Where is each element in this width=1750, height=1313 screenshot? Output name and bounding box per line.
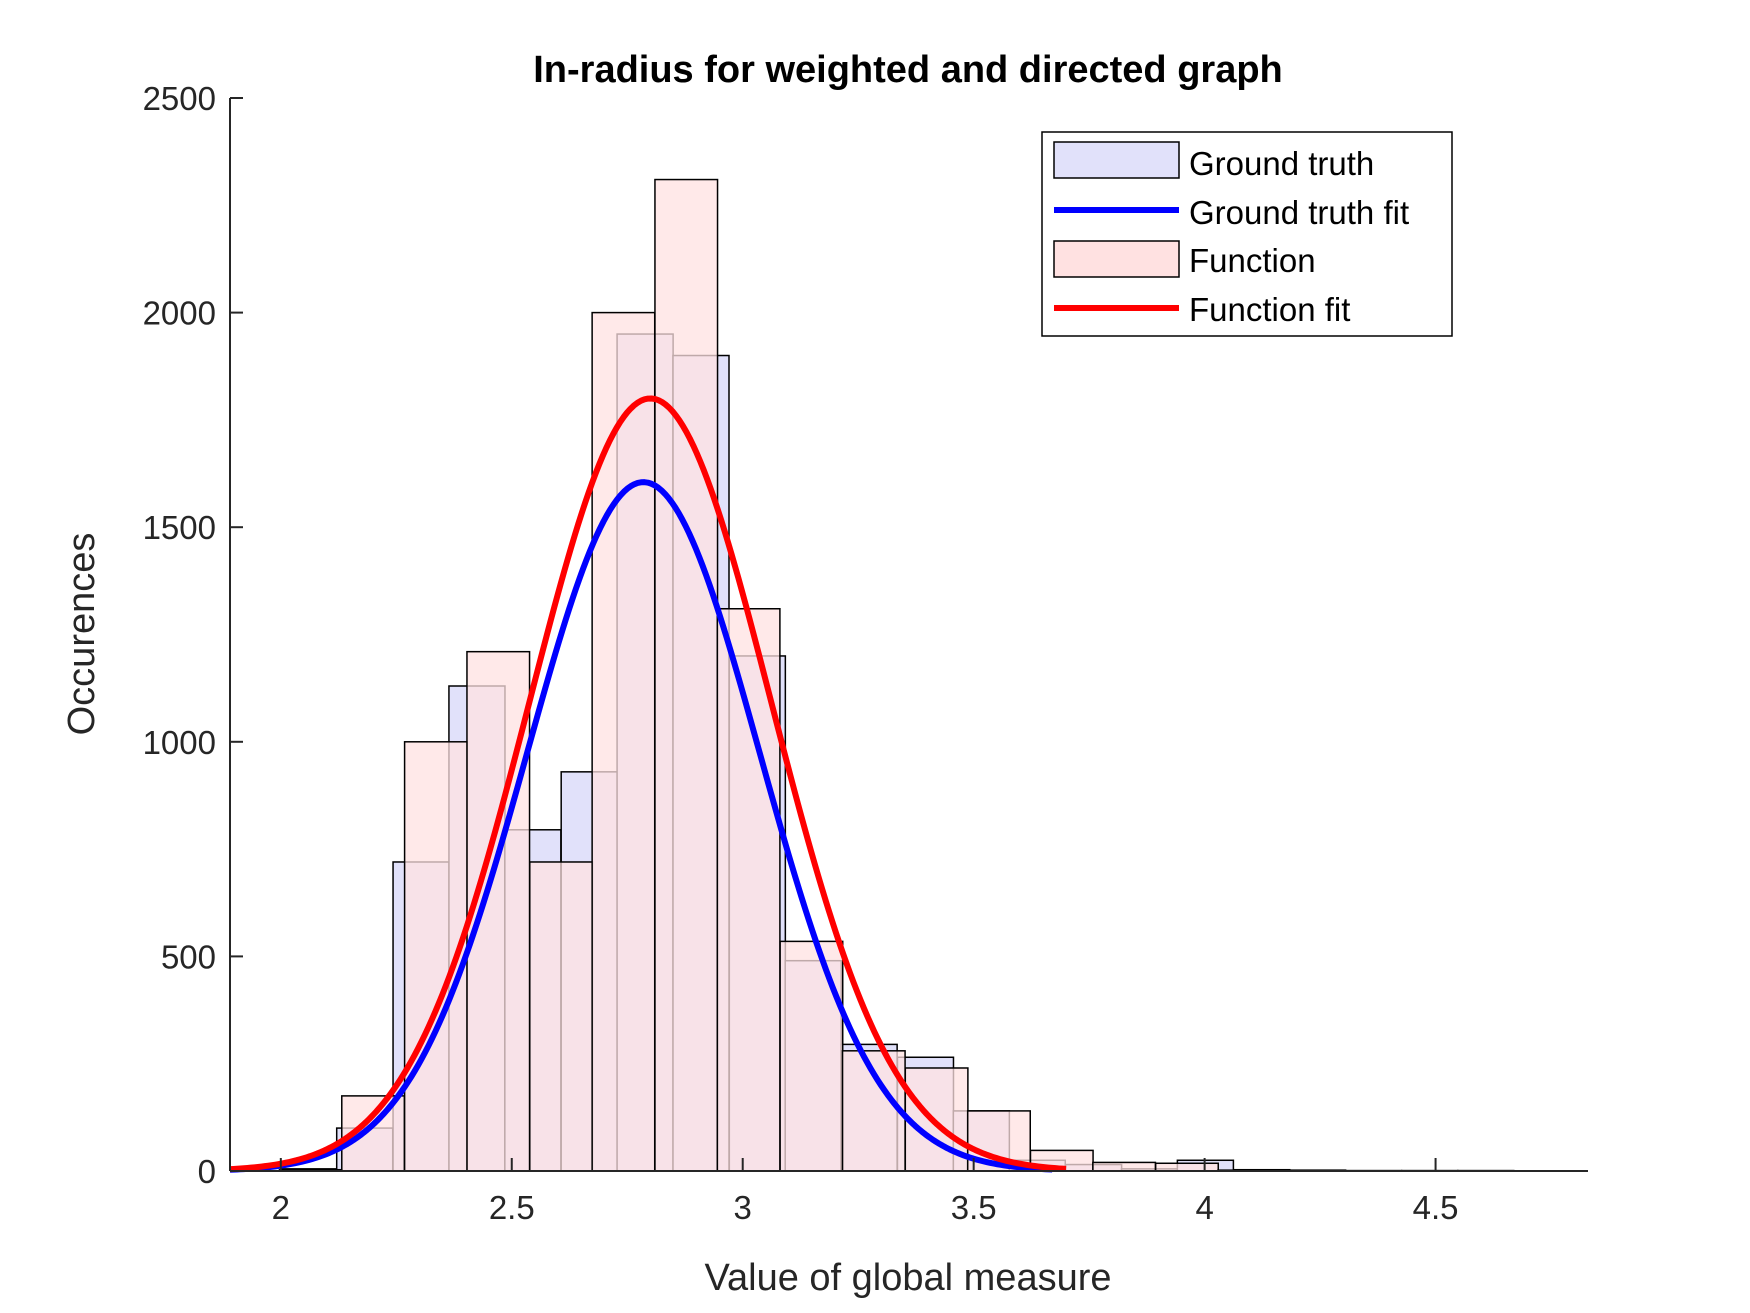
legend: Ground truth Ground truth fit Function F… [1041,131,1453,337]
legend-swatch-function [1053,240,1180,278]
y-tick-label: 1000 [143,724,216,761]
x-tick-label: 3 [734,1189,752,1226]
ground-truth-fit-line [229,479,1053,1173]
legend-label-ground-truth-fit: Ground truth fit [1189,194,1409,231]
function-bar [779,940,844,1172]
y-tick-label: 1500 [143,509,216,546]
x-tick-label: 3.5 [951,1189,997,1226]
y-tick-label: 500 [161,938,216,975]
axes [229,98,1588,1172]
function-bar [1154,1162,1220,1172]
y-tick-label: 2000 [143,295,216,332]
legend-swatch-ground-truth [1053,141,1180,179]
function-bar [529,861,594,1172]
x-axis-label: Value of global measure [705,1257,1112,1299]
x-tick-label: 2 [272,1189,290,1226]
y-tick-label: 0 [198,1153,216,1190]
x-tick-label: 2.5 [489,1189,535,1226]
y-axis-label: Occurences [61,533,103,736]
function-fit-line [229,395,1067,1173]
function-bar [591,311,656,1172]
function-bar [654,178,719,1172]
chart-title: In-radius for weighted and directed grap… [533,49,1283,91]
x-ticks: 2 2.5 3 3.5 4 4.5 [272,1158,1459,1226]
y-ticks: 0 500 1000 1500 2000 2500 [143,80,243,1190]
legend-label-ground-truth: Ground truth [1189,145,1374,182]
y-tick-label: 2500 [143,80,216,117]
x-tick-label: 4.5 [1413,1189,1459,1226]
fit-lines [229,395,1067,1173]
legend-label-function: Function [1189,242,1316,279]
function-bar [1092,1161,1157,1172]
x-tick-label: 4 [1195,1189,1213,1226]
legend-label-function-fit: Function fit [1189,291,1350,328]
